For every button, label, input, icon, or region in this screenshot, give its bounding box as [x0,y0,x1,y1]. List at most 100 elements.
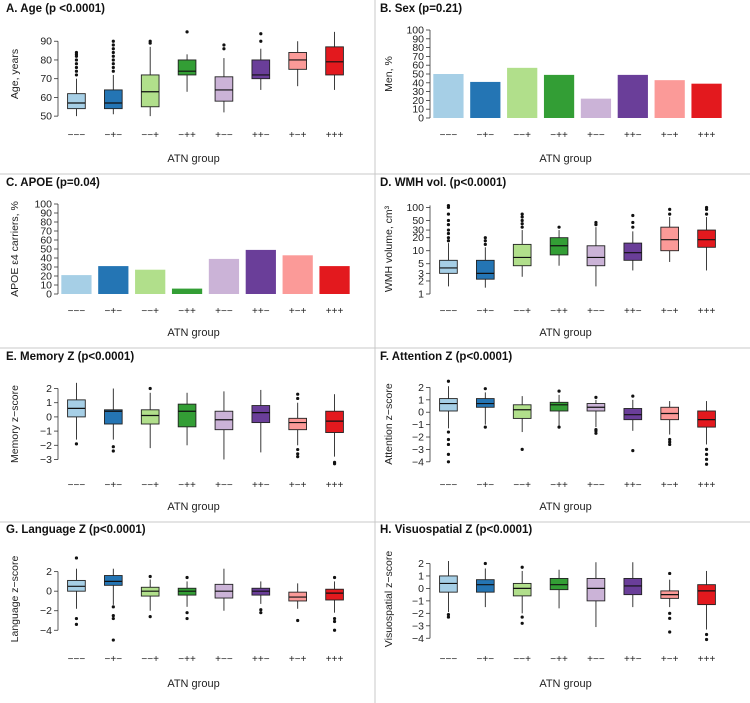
outlier-point [668,212,672,216]
outlier-point [259,611,263,615]
x-category-label: +++ [698,654,716,665]
outlier-point [557,389,561,393]
outlier-point [111,638,115,642]
x-category-label: +−− [215,130,233,141]
box-4 [549,225,569,266]
outlier-point [74,58,79,62]
outlier-point [483,242,487,246]
y-tick-label: 80 [40,54,52,66]
box-2 [476,387,495,429]
box-iqr [476,398,495,408]
x-category-label: −+− [105,130,123,141]
outlier-point [259,32,263,36]
x-category-label: −−+ [513,480,531,491]
y-tick-label: −3 [412,620,424,632]
y-tick-label: 2 [418,558,424,570]
box-iqr [697,410,716,428]
x-category-label: −++ [178,654,196,665]
y-tick-label: 2 [46,383,52,395]
outlier-point [446,379,451,383]
y-tick-label: 100 [406,25,424,37]
x-category-label: +−− [587,130,605,141]
box-iqr [177,403,197,428]
x-category-label: +++ [326,480,344,491]
outlier-point [668,437,672,442]
y-tick-label: 0 [46,586,52,598]
outlier-point [594,431,598,435]
y-tick-label: −3 [412,444,424,456]
box-iqr [549,401,569,412]
outlier-point [296,452,300,456]
x-category-label: −+− [477,654,495,665]
box-iqr [288,417,307,431]
x-category-label: +++ [326,654,344,665]
box-7 [660,571,679,634]
box-5 [214,391,234,460]
outlier-point [631,220,635,225]
y-tick-label: −4 [40,625,52,637]
box-2 [476,561,495,608]
box-2 [104,39,123,115]
y-tick-label: −1 [412,595,424,607]
bar [654,80,685,118]
x-category-label: +++ [698,306,716,317]
outlier-point [332,616,337,621]
panel-a: A. Age (p <0.0001) 50 60 70 80 90 Age, years −−… [6,3,344,165]
outlier-point [332,575,337,580]
box-3 [140,386,160,449]
y-axis-label: Memory z−score [9,385,21,463]
outlier-point [74,65,79,70]
outlier-point [594,429,598,433]
outlier-point [332,619,337,624]
outlier-point [520,225,524,229]
panel-title: A. Age (p <0.0001) [6,3,105,15]
y-tick-label: 100 [406,202,424,214]
outlier-point [446,218,451,223]
box-1 [67,50,86,117]
bar [245,249,276,294]
bar [507,67,538,118]
box-iqr [623,577,643,596]
x-axis-label: ATN group [539,327,591,339]
outlier-point [668,440,672,444]
outlier-point [111,58,115,62]
box-iqr [476,579,495,593]
box-iqr [67,93,86,110]
bar [282,255,313,294]
y-tick-label: 100 [34,199,52,211]
outlier-point [704,452,709,456]
bar [98,266,129,294]
y-tick-label: −2 [40,440,52,452]
outlier-point [446,437,451,442]
x-category-label: −−− [440,130,458,141]
bar [580,98,612,118]
x-category-label: −−− [440,654,458,665]
y-axis-label: Visuospatial z−score [383,551,395,648]
box-8 [325,394,344,466]
outlier-point [446,442,451,447]
box-7 [660,207,679,262]
x-category-label: −++ [178,480,196,491]
outlier-point [446,228,451,232]
box-6 [251,581,271,615]
y-tick-label: 2 [46,566,52,578]
outlier-point [704,212,709,216]
y-axis-label: Age, years [9,49,21,99]
bar [135,269,166,294]
box-iqr [623,408,643,421]
box-6 [251,32,271,90]
x-category-label: −+− [105,654,123,665]
box-iqr [104,409,123,425]
y-axis-label: Language z−score [9,555,21,642]
box-iqr [177,59,197,76]
outlier-point [185,575,189,580]
y-axis-label: WMH volume, cm³ [383,205,395,292]
outlier-point [185,616,189,621]
x-category-label: −−− [440,480,458,491]
outlier-point [594,220,598,225]
y-axis-label: Men, % [383,56,395,92]
outlier-point [74,442,79,446]
x-category-label: +−− [587,654,605,665]
bar [171,288,203,294]
y-tick-label: 10 [40,280,52,292]
